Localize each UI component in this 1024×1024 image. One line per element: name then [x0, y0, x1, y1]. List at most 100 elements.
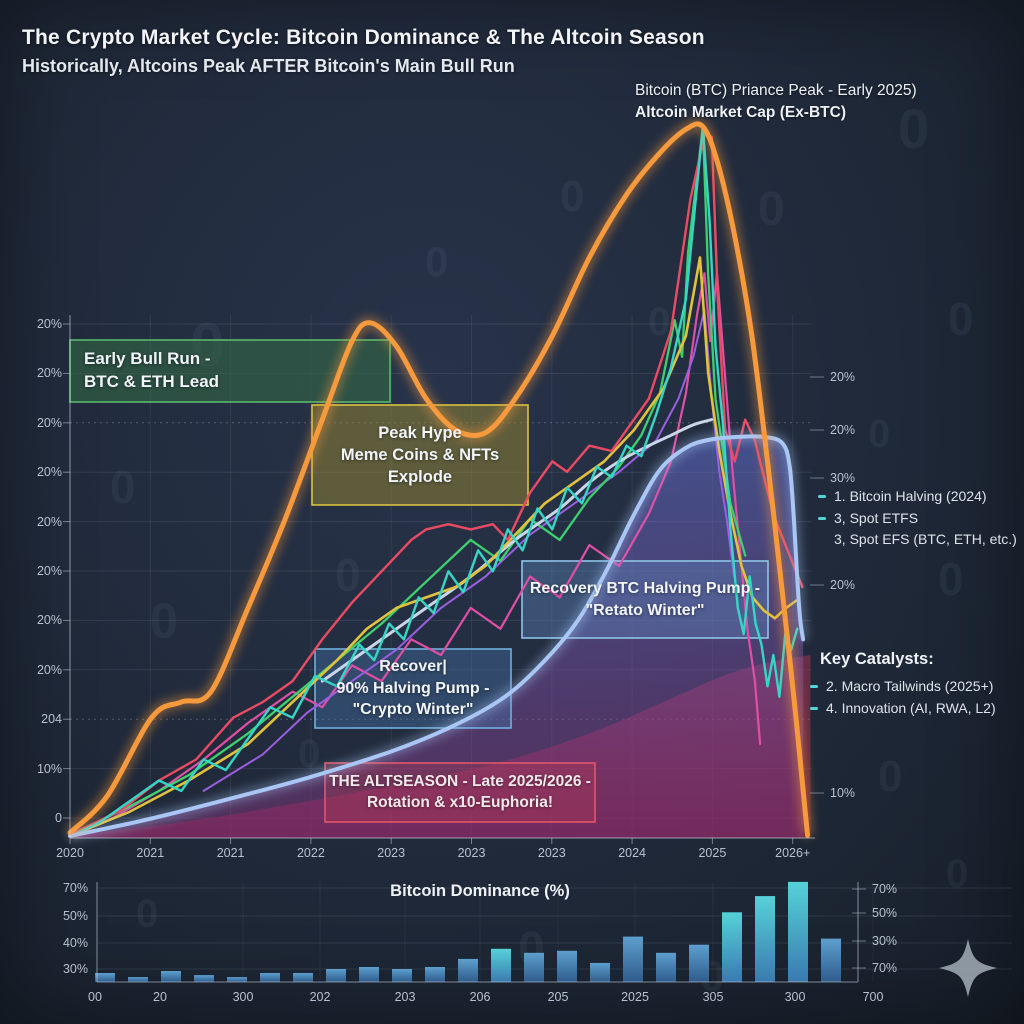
- key-catalysts-list: 2. Macro Tailwinds (2025+) 4. Innovation…: [810, 676, 996, 719]
- main-y-left-label: 10%: [36, 761, 62, 776]
- dominance-bar: [95, 973, 115, 982]
- dominance-bar: [425, 967, 445, 982]
- main-y-left-label: 20%: [36, 317, 62, 331]
- dash-bullet-icon: [818, 517, 826, 521]
- catalyst-list-top: 1. Bitcoin Halving (2024) 3, Spot ETFS 3…: [818, 486, 1017, 551]
- bottom-y-right-label: 50%: [872, 906, 898, 920]
- bottom-y-left-label: 50%: [62, 909, 88, 923]
- dominance-bar: [392, 969, 412, 982]
- dominance-bar: [788, 881, 808, 982]
- peak-hype-label: Peak Hype Meme Coins & NFTs Explode: [312, 405, 528, 505]
- bottom-y-left-label: 40%: [62, 936, 88, 950]
- main-x-label: 2023: [377, 846, 406, 860]
- bottom-x-label: 202: [309, 990, 331, 1004]
- box-line: "Retato Winter": [585, 601, 705, 619]
- altcoin-red-line: [68, 130, 804, 837]
- catalyst-item: 3, Spot EFS (BTC, ETH, etc.): [818, 529, 1017, 551]
- bottom-x-label: 2025: [621, 990, 649, 1004]
- altcoin-magenta-line: [68, 272, 762, 838]
- box-line: Peak Hype: [378, 423, 462, 442]
- main-axes: [69, 315, 815, 839]
- catalyst-text: 2. Macro Tailwinds (2025+): [826, 678, 994, 694]
- box-line: BTC & ETH Lead: [84, 372, 220, 391]
- dominance-bar: [491, 948, 511, 983]
- spacer: [818, 539, 826, 542]
- main-y-right-label: 10%: [830, 786, 856, 800]
- peak-annotation-line2: Altcoin Market Cap (Ex-BTC): [635, 104, 846, 121]
- main-y-left-label: 20%: [36, 514, 62, 529]
- bottom-y-right-label: 30%: [872, 934, 898, 948]
- crypto-winter-label: Recover| 90% Halving Pump - "Crypto Wint…: [315, 649, 511, 728]
- box-line: THE ALTSEASON - Late 2025/2026 -: [329, 772, 591, 790]
- bottom-chart-title: Bitcoin Dominance (%): [390, 882, 570, 900]
- main-y-right-label: 30%: [830, 471, 856, 485]
- catalyst-item: 1. Bitcoin Halving (2024): [818, 486, 1017, 508]
- altseason-label: THE ALTSEASON - Late 2025/2026 - Rotatio…: [325, 763, 595, 822]
- bottom-y-left-label: 30%: [62, 962, 88, 976]
- dominance-bar: [293, 973, 313, 982]
- main-y-left-label: 20%: [36, 465, 62, 480]
- catalyst-text: 3, Spot ETFS: [834, 509, 919, 526]
- bottom-x-label: 700: [862, 990, 884, 1004]
- bottom-x-label: 203: [394, 990, 416, 1004]
- catalyst-text: 4. Innovation (AI, RWA, L2): [826, 699, 996, 716]
- catalyst-text: 3, Spot EFS (BTC, ETH, etc.): [834, 531, 1017, 548]
- box-line: Explode: [387, 468, 453, 487]
- page-title: The Crypto Market Cycle: Bitcoin Dominan…: [22, 26, 705, 49]
- bottom-y-right-label: 70%: [872, 882, 898, 896]
- main-x-label: 2024: [618, 846, 646, 860]
- main-x-label: 2023: [537, 846, 566, 860]
- dominance-bar: [128, 977, 148, 982]
- box-line: 90% Halving Pump -: [336, 679, 490, 697]
- main-x-label: 2022: [296, 846, 325, 860]
- altcoin-yellow-line: [68, 256, 799, 838]
- dominance-bar: [623, 936, 643, 982]
- catalyst-text: 1. Bitcoin Halving (2024): [834, 488, 987, 504]
- dominance-bar: [689, 944, 709, 982]
- dominance-bar: [524, 952, 544, 982]
- dominance-bar: [656, 952, 676, 982]
- main-x-label: 2023: [457, 846, 486, 860]
- main-x-label: 2020: [56, 846, 84, 860]
- catalyst-item: 3, Spot ETFS: [818, 508, 1017, 530]
- key-catalysts-heading: Key Catalysts:: [820, 650, 934, 668]
- dominance-bar: [755, 896, 775, 982]
- bottom-x-label: 300: [784, 990, 806, 1004]
- dash-bullet-icon: [818, 495, 826, 499]
- bottom-x-label: 305: [702, 990, 724, 1004]
- main-y-right-label: 20%: [830, 578, 856, 592]
- bottom-x-label: 206: [469, 990, 491, 1004]
- sparkle-icon: [939, 939, 997, 997]
- main-y-left-label: 20%: [36, 564, 62, 578]
- early-bull-run-label: Early Bull Run - BTC & ETH Lead: [70, 340, 390, 402]
- bottom-axes: [96, 882, 859, 983]
- dominance-bar: [359, 967, 379, 982]
- dominance-bar: [722, 912, 742, 982]
- dominance-bar: [161, 971, 181, 982]
- box-line: Meme Coins & NFTs: [340, 445, 500, 464]
- dominance-bar: [260, 973, 280, 982]
- main-x-label: 2026+: [775, 846, 811, 860]
- main-x-label: 2025: [698, 846, 727, 860]
- dash-bullet-icon: [810, 685, 818, 689]
- main-x-label: 2021: [216, 846, 245, 860]
- box-line: Recover|: [379, 658, 447, 676]
- catalyst-item: 2. Macro Tailwinds (2025+): [810, 676, 996, 698]
- dominance-bar: [458, 958, 478, 982]
- altcoin-market-cap-line: [68, 434, 806, 838]
- dash-bullet-icon: [810, 707, 818, 711]
- recovery-retato-label: Recovery BTC Halving Pump - "Retato Wint…: [522, 561, 768, 638]
- catalyst-item: 4. Innovation (AI, RWA, L2): [810, 698, 996, 720]
- main-y-right-label: 20%: [830, 423, 856, 437]
- bottom-y-left-label: 70%: [62, 881, 88, 895]
- main-y-left-label: 20%: [36, 662, 62, 677]
- box-line: Recovery BTC Halving Pump -: [529, 580, 761, 598]
- altcoin-mcap-fill: [70, 436, 804, 838]
- bottom-x-label: 205: [547, 990, 569, 1004]
- main-y-left-label: 204: [41, 712, 62, 727]
- bitcoin-price-line: [67, 121, 810, 838]
- bottom-x-label: 00: [88, 990, 102, 1004]
- altcoin-green-line: [68, 125, 747, 837]
